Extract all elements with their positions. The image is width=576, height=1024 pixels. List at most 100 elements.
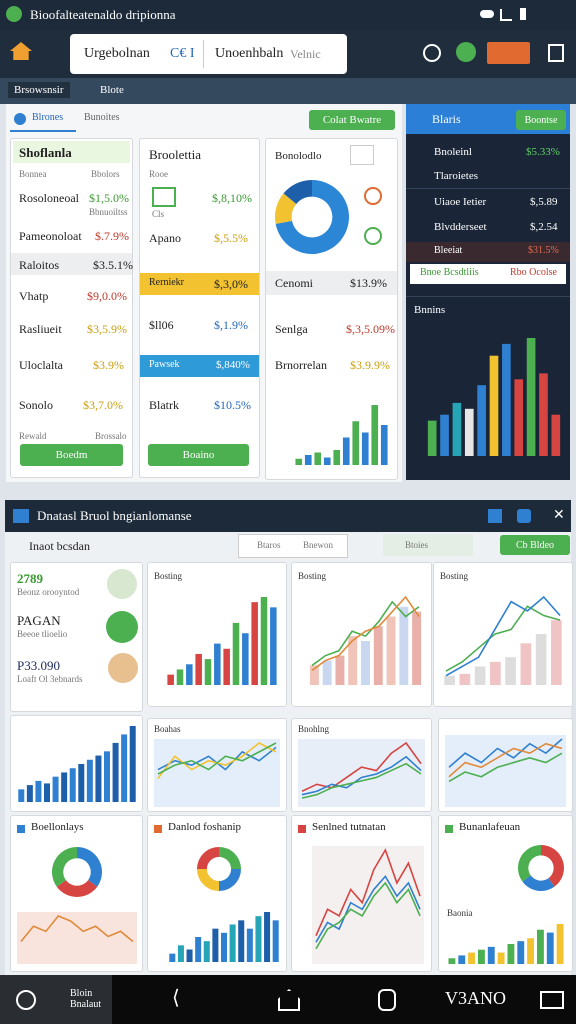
chart-title: Bosting bbox=[154, 571, 183, 581]
row-value: $,8,10% bbox=[212, 191, 252, 205]
line-chart bbox=[312, 846, 424, 964]
bar bbox=[61, 772, 68, 802]
row-bg bbox=[406, 242, 570, 262]
bar bbox=[452, 402, 462, 456]
bar bbox=[551, 620, 562, 685]
bar bbox=[203, 941, 210, 962]
divider bbox=[406, 188, 570, 189]
chart-card bbox=[10, 715, 143, 812]
bar bbox=[220, 932, 228, 962]
bar bbox=[212, 928, 219, 962]
tab-icon bbox=[14, 113, 26, 125]
bar bbox=[386, 616, 396, 685]
card-button[interactable]: Boedm bbox=[20, 444, 123, 466]
line bbox=[20, 915, 134, 943]
app-icon bbox=[6, 6, 22, 22]
side-panel: Blaris Boontse Bnoleinl $5.33% Tlaroiete… bbox=[406, 104, 570, 480]
action-button[interactable]: Colat Bwatre bbox=[309, 110, 395, 130]
row-label: Blatrk bbox=[149, 398, 179, 412]
icon bbox=[364, 227, 382, 245]
bar bbox=[535, 634, 547, 685]
nav-home-icon[interactable] bbox=[278, 989, 300, 1011]
bar bbox=[526, 338, 536, 456]
bar bbox=[399, 606, 409, 685]
tab[interactable]: Brsowsnsir bbox=[8, 82, 70, 98]
search-hint: Velnic bbox=[290, 47, 321, 61]
icon-button[interactable] bbox=[423, 44, 441, 62]
bar bbox=[551, 414, 561, 456]
card-title: Bonolodlo bbox=[275, 150, 322, 162]
donut-slice bbox=[275, 180, 349, 254]
row-label: Tlaroietes bbox=[434, 170, 478, 182]
row-label: Rerniekr bbox=[149, 277, 184, 288]
divider bbox=[406, 296, 570, 297]
search-text: Btoies bbox=[405, 540, 429, 550]
bar bbox=[361, 641, 370, 685]
row-value: $9,0.0% bbox=[87, 289, 127, 303]
row-value: $31.5% bbox=[528, 245, 559, 256]
nav-back[interactable]: ⟨ bbox=[172, 987, 180, 1009]
nav-icon[interactable] bbox=[378, 989, 396, 1011]
card-title: Bunanlafeuan bbox=[459, 821, 521, 833]
battery-icon bbox=[520, 8, 526, 20]
stat-label: Loaft Ol 3ebnards bbox=[17, 674, 83, 684]
icon-button[interactable] bbox=[548, 44, 564, 62]
stat-label: Beeoe tlioelio bbox=[17, 629, 68, 639]
column-header: Rooe bbox=[149, 169, 168, 179]
bar bbox=[520, 643, 532, 685]
row-label: Blvdderseet bbox=[434, 221, 487, 233]
bar bbox=[95, 755, 102, 802]
tab[interactable]: Btaros bbox=[257, 540, 281, 550]
chart-card: Danlod foshanip bbox=[147, 815, 287, 972]
icon-button[interactable] bbox=[456, 42, 476, 62]
footer-label: Brossalo bbox=[95, 431, 127, 441]
bar bbox=[121, 734, 128, 802]
window-button[interactable]: Cb Bldeo bbox=[500, 535, 570, 555]
search-text: Unoenhbaln bbox=[215, 46, 284, 61]
tab[interactable]: Blrones bbox=[32, 112, 64, 123]
nav-icon[interactable] bbox=[540, 991, 564, 1009]
icon-button[interactable] bbox=[517, 509, 531, 523]
search-box[interactable] bbox=[383, 534, 473, 556]
line bbox=[301, 762, 422, 799]
row-value: $.7.9% bbox=[95, 229, 129, 243]
bar bbox=[380, 425, 388, 465]
row-value: $13.9% bbox=[350, 276, 387, 290]
row-bg bbox=[11, 253, 132, 275]
bar bbox=[489, 355, 499, 456]
bar bbox=[264, 912, 271, 962]
bar bbox=[333, 450, 341, 465]
row-label: $ll06 bbox=[149, 318, 174, 332]
avatar bbox=[106, 611, 138, 643]
tab-underline bbox=[10, 130, 76, 132]
row-value: $3.9.9% bbox=[350, 358, 390, 372]
card-button[interactable]: Boaino bbox=[148, 444, 249, 466]
bar bbox=[502, 343, 511, 456]
tab[interactable]: Bnewon bbox=[303, 540, 333, 550]
toolbar: Urgebolnan C€ I Unoenhbaln Velnic bbox=[0, 30, 576, 78]
chart-title: Bnnins bbox=[414, 304, 446, 316]
row-label: Apano bbox=[149, 231, 181, 245]
bar bbox=[186, 949, 193, 962]
tab[interactable]: Bunoites bbox=[84, 112, 120, 123]
bar-chart bbox=[169, 912, 279, 962]
bar bbox=[459, 673, 471, 685]
icon-button[interactable] bbox=[350, 145, 374, 165]
line bbox=[311, 595, 420, 671]
icon-button[interactable] bbox=[487, 42, 530, 64]
icon-button[interactable] bbox=[488, 509, 502, 523]
side-button[interactable]: Boontse bbox=[516, 110, 566, 130]
tab[interactable]: Blote bbox=[100, 84, 124, 96]
search-box[interactable]: Urgebolnan C€ I Unoenhbaln Velnic bbox=[70, 34, 347, 74]
bar bbox=[477, 949, 485, 964]
home-button[interactable] bbox=[10, 42, 32, 60]
donut-slice bbox=[77, 847, 102, 887]
bar-chart bbox=[167, 597, 277, 685]
bar bbox=[556, 924, 564, 964]
line bbox=[301, 755, 422, 796]
column-header: Bbolors bbox=[91, 169, 120, 179]
bar bbox=[546, 932, 554, 964]
window: Dnatasl Bruol bngianlomanse ✕ Inaot bcsd… bbox=[5, 500, 573, 975]
close-button[interactable]: ✕ bbox=[553, 508, 565, 523]
